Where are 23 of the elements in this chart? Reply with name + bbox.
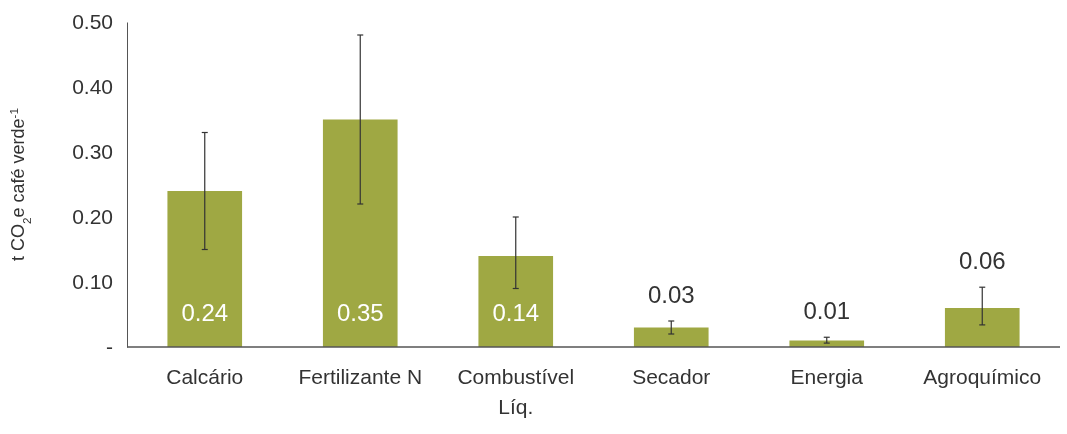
y-tick-label: - (106, 335, 113, 359)
x-tick-label: Energia (790, 365, 864, 388)
x-tick-label: Fertilizante N (298, 365, 423, 388)
bar (633, 327, 709, 347)
x-tick-label: Agroquímico (923, 365, 1042, 388)
data-label: 0.01 (803, 297, 851, 325)
y-tick-label: 0.50 (72, 10, 113, 34)
data-label: 0.35 (336, 299, 384, 326)
bar (322, 119, 398, 347)
y-tick-label: 0.20 (72, 205, 113, 229)
data-label: 0.03 (647, 281, 695, 308)
bar (167, 191, 243, 347)
data-label: 0.06 (958, 247, 1006, 275)
y-tick-label: 0.30 (72, 140, 113, 164)
y-tick-label: 0.10 (72, 270, 113, 294)
bar (944, 308, 1020, 347)
data-label: 0.24 (181, 299, 229, 326)
x-tick-label: Secador (632, 365, 711, 388)
x-tick-label: Combustível Líq. (457, 365, 575, 418)
x-tick-label: Calcário (166, 365, 244, 388)
bar (478, 256, 554, 347)
y-tick-label: 0.40 (72, 75, 113, 99)
data-label: 0.14 (492, 299, 540, 326)
